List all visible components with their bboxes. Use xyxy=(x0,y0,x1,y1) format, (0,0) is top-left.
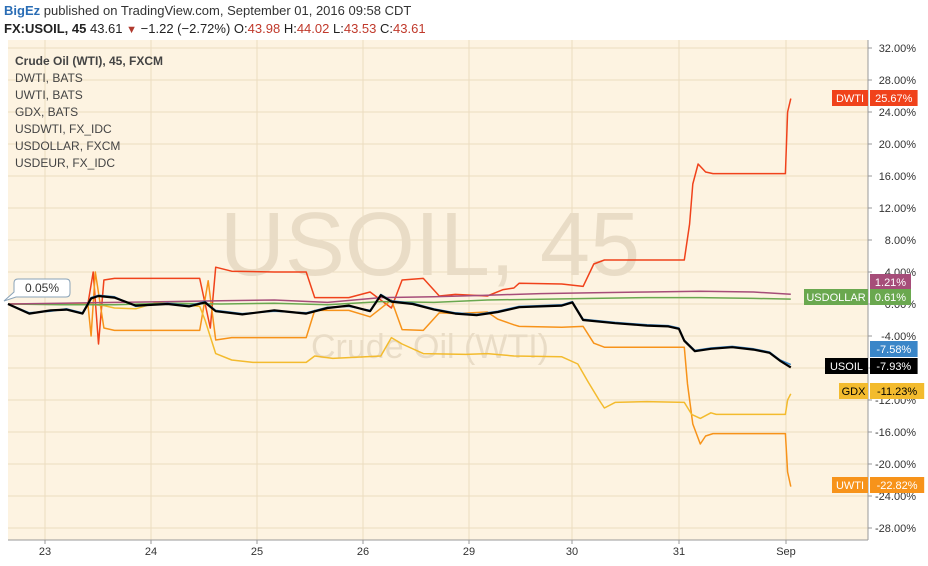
x-tick-label: 23 xyxy=(39,546,51,558)
series-name-tag-dwti xyxy=(832,90,868,106)
y-tick-label: 12.00% xyxy=(879,203,917,215)
publisher-name[interactable]: BigEz xyxy=(4,3,41,18)
ohlc-line: FX:USOIL, 45 43.61 ▼ −1.22 (−2.72%) O:43… xyxy=(4,21,426,36)
y-tick-label: -16.00% xyxy=(875,427,916,439)
last-value-labels: DWTI 25.67% 1.21% USDOLLAR 0.61% -7.58% USOIL -… xyxy=(804,90,925,493)
series-line-usdeur xyxy=(7,290,791,305)
legend: Crude Oil (WTI), 45, FXCM DWTI, BATS UWTI,… xyxy=(15,54,163,170)
chart-header: BigEz published on TradingView.com, Sept… xyxy=(0,0,928,40)
y-tick-label: -28.00% xyxy=(875,523,916,535)
high-value: 44.02 xyxy=(296,21,330,36)
watermark-symbol: USOIL, 45 xyxy=(220,195,640,295)
series-value-tag-text: -7.58% xyxy=(876,344,911,356)
legend-entry: GDX, BATS xyxy=(15,105,78,119)
legend-entry: DWTI, BATS xyxy=(15,71,83,85)
x-tick-label: 24 xyxy=(145,546,157,558)
legend-entry: USDOLLAR, FXCM xyxy=(15,139,120,153)
x-tick-label: 26 xyxy=(357,546,369,558)
triangle-down-icon: ▼ xyxy=(126,24,138,36)
last-price: 43.61 xyxy=(89,21,123,36)
close-value: 43.61 xyxy=(393,21,426,36)
legend-entry: USDWTI, FX_IDC xyxy=(15,122,112,136)
x-axis: 23 24 25 26 29 30 31 Sep xyxy=(8,539,868,558)
y-tick-label: 32.00% xyxy=(879,43,917,55)
x-tick-label: 29 xyxy=(463,546,475,558)
series-lines xyxy=(7,98,792,487)
series-line-gdx xyxy=(8,301,792,420)
legend-entry: USDEUR, FX_IDC xyxy=(15,156,115,170)
x-tick-label: 30 xyxy=(566,546,578,558)
cursor-label-box xyxy=(3,278,71,302)
y-tick-label: 20.00% xyxy=(879,139,917,151)
publish-info: BigEz published on TradingView.com, Sept… xyxy=(4,3,411,18)
cursor-value-label: 0.05% xyxy=(3,278,71,302)
y-tick-label: 28.00% xyxy=(879,75,917,87)
series-name-tag-text: USDOLLAR xyxy=(806,292,865,304)
series-name-tag-text: USOIL xyxy=(830,361,863,373)
high-label: H: xyxy=(283,21,297,36)
x-tick-label: 31 xyxy=(673,546,685,558)
series-value-tag-text: 25.67% xyxy=(875,93,913,105)
y-tick-label: 16.00% xyxy=(879,171,917,183)
series-value-tag-usoil xyxy=(870,358,918,374)
series-line-usoil xyxy=(7,294,792,369)
open-value: 43.98 xyxy=(247,21,281,36)
close-label: C: xyxy=(380,21,394,36)
y-tick-label: -20.00% xyxy=(875,459,916,471)
series-value-tag-gdx xyxy=(870,383,925,399)
series-value-tag-text: 0.61% xyxy=(875,292,906,304)
series-name-tag-text: GDX xyxy=(842,386,867,398)
published-text: published on TradingView.com, September … xyxy=(43,3,412,18)
y-tick-label: -24.00% xyxy=(875,491,916,503)
low-value: 43.53 xyxy=(343,21,377,36)
series-line-dwti xyxy=(8,98,792,345)
open-label: O: xyxy=(233,21,248,36)
series-value-tag-text: -11.23% xyxy=(877,386,917,398)
x-tick-label: Sep xyxy=(776,546,796,558)
legend-entry: Crude Oil (WTI), 45, FXCM xyxy=(15,54,163,68)
symbol-label: FX:USOIL, 45 xyxy=(4,21,87,36)
series-name-tag-usdollar xyxy=(804,289,868,305)
x-axis-background xyxy=(8,540,928,566)
series-value-tag-uwti xyxy=(870,477,925,493)
series-value-tag-usdollar xyxy=(870,289,911,305)
series-name-tag-text: DWTI xyxy=(836,93,864,105)
series-name-tag-gdx xyxy=(839,383,868,399)
series-value-tag-text: 1.21% xyxy=(875,277,906,289)
series-name-tag-uwti xyxy=(832,477,868,493)
y-tick-label: 24.00% xyxy=(879,107,917,119)
series-value-tag-text: -22.82% xyxy=(877,480,918,492)
x-tick-label: 25 xyxy=(251,546,263,558)
watermark-name: Crude Oil (WTI) xyxy=(311,328,549,366)
series-name-tag-text: UWTI xyxy=(836,480,864,492)
price-change: −1.22 (−2.72%) xyxy=(140,21,231,36)
legend-entry: UWTI, BATS xyxy=(15,88,83,102)
series-value-tag-text: -7.93% xyxy=(876,361,911,373)
series-name-tag-usoil xyxy=(825,358,868,374)
cursor-label-text: 0.05% xyxy=(25,281,59,295)
y-tick-label: 8.00% xyxy=(885,235,916,247)
series-value-tag-usdwti xyxy=(870,341,918,357)
y-tick-label: -4.00% xyxy=(881,331,916,343)
series-value-tag-usdeur xyxy=(870,274,911,290)
series-value-tag-dwti xyxy=(870,90,918,106)
low-label: L: xyxy=(333,21,344,36)
